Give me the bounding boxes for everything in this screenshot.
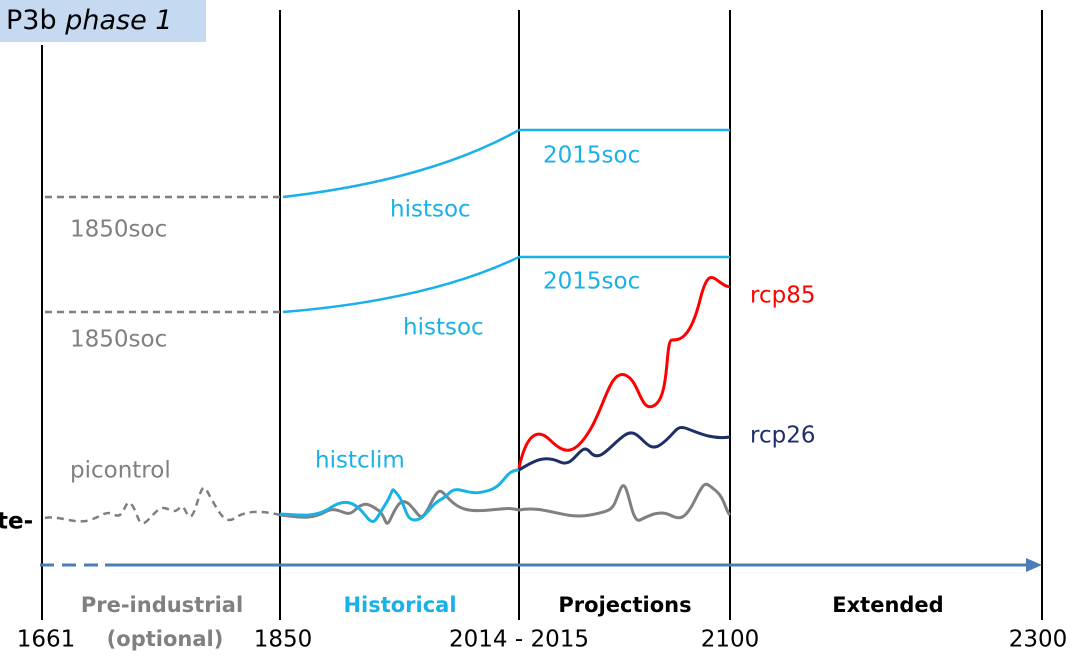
title-box <box>0 0 206 42</box>
rcp85-line <box>517 276 731 469</box>
year: 2100 <box>701 627 760 653</box>
title: P3b phase 1 <box>6 5 172 36</box>
label: 1850soc <box>70 217 167 243</box>
label: rcp85 <box>750 283 815 309</box>
period: Projections <box>558 593 691 617</box>
label: histsoc <box>390 197 471 223</box>
label: 1850soc <box>70 327 167 353</box>
baseline-line <box>279 482 732 525</box>
label: histclim <box>315 448 405 474</box>
label: te- <box>0 509 33 535</box>
histsoc-curve <box>282 128 730 199</box>
histsoc-curve <box>282 255 730 314</box>
label: picontrol <box>70 458 171 484</box>
period: Historical <box>343 593 456 617</box>
period: (optional) <box>107 627 224 651</box>
period: Pre-industrial <box>81 593 243 617</box>
year: 1850 <box>254 627 313 653</box>
period: Extended <box>832 593 943 617</box>
label: 2015soc <box>543 143 640 169</box>
timeline-arrow <box>1026 558 1042 572</box>
year: 1661 <box>17 627 76 653</box>
picontrol-line <box>44 486 281 525</box>
rcp26-line <box>518 425 731 472</box>
year: 2300 <box>1009 627 1068 653</box>
label: rcp26 <box>750 423 815 449</box>
title-phase: phase 1 <box>64 5 172 36</box>
label: histsoc <box>403 315 484 341</box>
year: 2014 - 2015 <box>449 627 589 653</box>
histclim-line <box>279 468 520 524</box>
label: 2015soc <box>543 269 640 295</box>
title-prefix: P3b <box>6 5 57 36</box>
